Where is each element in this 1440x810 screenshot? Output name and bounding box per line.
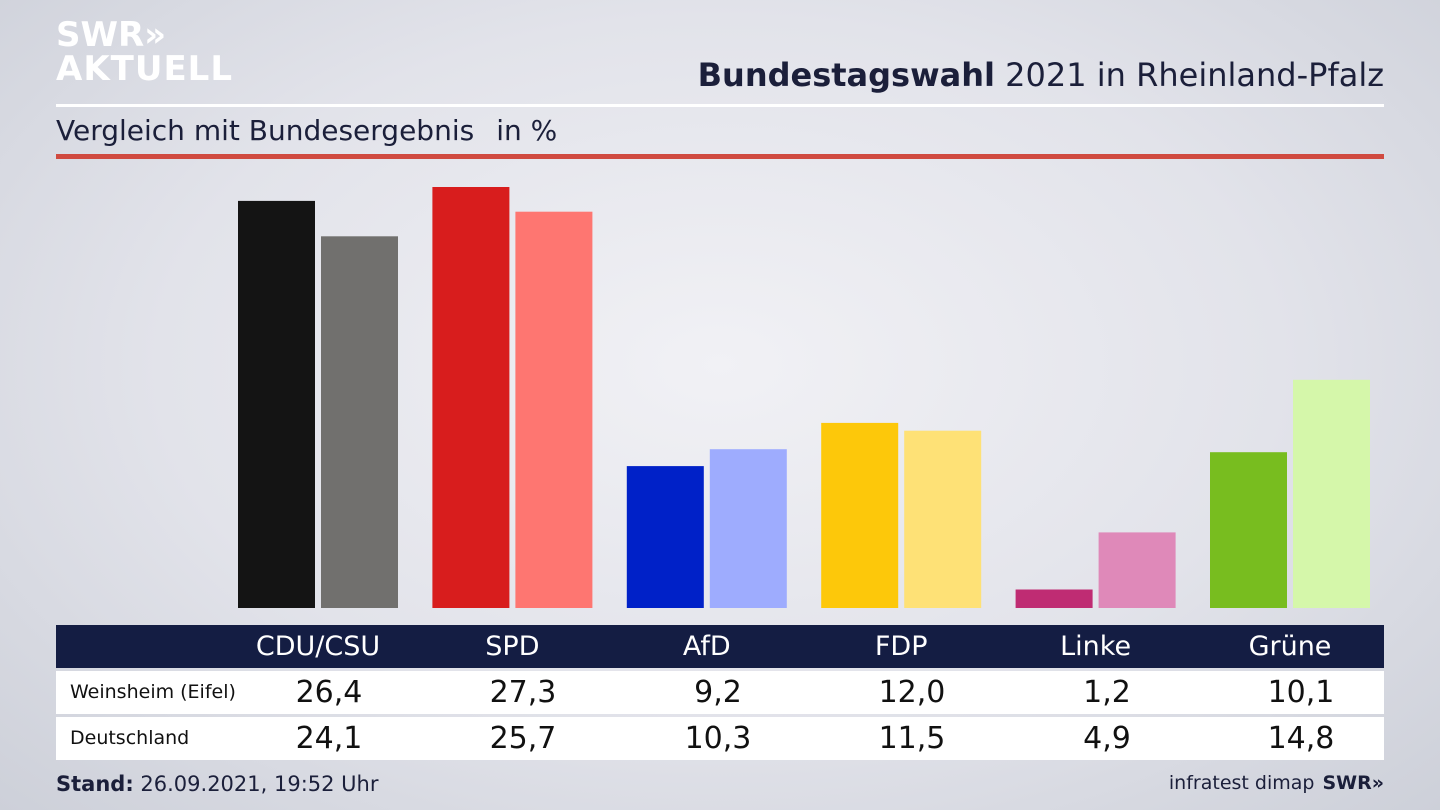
column-header-linke: Linke [1060,631,1132,662]
cell-deutschland-cdu: 24,1 [295,721,363,756]
column-header-fdp: FDP [874,631,928,662]
cell-deutschland-fdp: 11,5 [878,721,946,756]
title-rest: 2021 in Rheinland-Pfalz [995,56,1384,94]
unit-label: in % [496,114,558,147]
bar-cdu-csu-weinsheim [238,200,315,608]
swr-aktuell-logo: SWR» AKTUELL [56,18,233,86]
footer-swr-logo: SWR» [1322,772,1384,794]
cell-weinsheim-afd: 9,2 [694,675,742,710]
cell-deutschland-gruene: 14,8 [1267,721,1335,756]
table-header: CDU/CSU SPD AfD FDP Linke Grüne [56,625,1384,668]
cell-deutschland-linke: 4,9 [1083,721,1131,756]
bar-linke-deutschland [1098,532,1176,608]
logo-line-swr: SWR» [56,15,167,55]
page-title: Bundestagswahl 2021 in Rheinland-Pfalz [698,56,1384,94]
stand-label: Stand: [56,772,134,796]
bar-chart [238,187,1370,609]
bar-linke-weinsheim [1015,589,1093,608]
cell-weinsheim-cdu: 26,4 [295,675,363,710]
subtitle-divider [56,154,1384,159]
column-header-afd: AfD [682,631,731,662]
row-label-deutschland: Deutschland [70,727,190,749]
source-label: infratest dimap [1168,772,1315,794]
row-label-weinsheim: Weinsheim (Eifel) [70,681,236,703]
results-table: CDU/CSU SPD AfD FDP Linke Grüne Weinsheim (Ei… [56,625,1384,760]
column-header-spd: SPD [485,631,540,662]
cell-weinsheim-fdp: 12,0 [878,675,946,710]
bar-afd-weinsheim [626,466,704,608]
bar-fdp-deutschland [904,430,982,608]
bar-fdp-weinsheim [821,422,899,608]
bar-cdu-csu-deutschland [321,236,398,609]
table-row-weinsheim: Weinsheim (Eifel) 26,4 27,3 9,2 12,0 1,2… [56,671,1384,714]
cell-weinsheim-gruene: 10,1 [1267,675,1335,710]
source-credit: infratest dimap SWR» [1169,772,1384,794]
column-header-cdu-csu: CDU/CSU [255,631,381,662]
title-divider [56,104,1384,107]
cell-deutschland-afd: 10,3 [684,721,752,756]
bar-gr-ne-deutschland [1293,379,1370,608]
cell-weinsheim-spd: 27,3 [489,675,557,710]
bar-afd-deutschland [709,449,787,608]
cell-deutschland-spd: 25,7 [489,721,557,756]
cell-weinsheim-linke: 1,2 [1083,675,1131,710]
title-bold: Bundestagswahl [697,56,995,94]
bar-spd-weinsheim [432,187,510,608]
subtitle-text: Vergleich mit Bundesergebnis [56,114,475,147]
bar-spd-deutschland [515,211,593,608]
column-header-gr-ne: Grüne [1248,631,1332,662]
logo-line-aktuell: AKTUELL [56,49,234,89]
timestamp: Stand: 26.09.2021, 19:52 Uhr [56,772,379,796]
stand-value: 26.09.2021, 19:52 Uhr [133,772,379,796]
subtitle: Vergleich mit Bundesergebnis in % [56,114,557,147]
bar-gr-ne-weinsheim [1210,452,1287,608]
table-row-deutschland: Deutschland 24,1 25,7 10,3 11,5 4,9 14,8 [56,717,1384,760]
